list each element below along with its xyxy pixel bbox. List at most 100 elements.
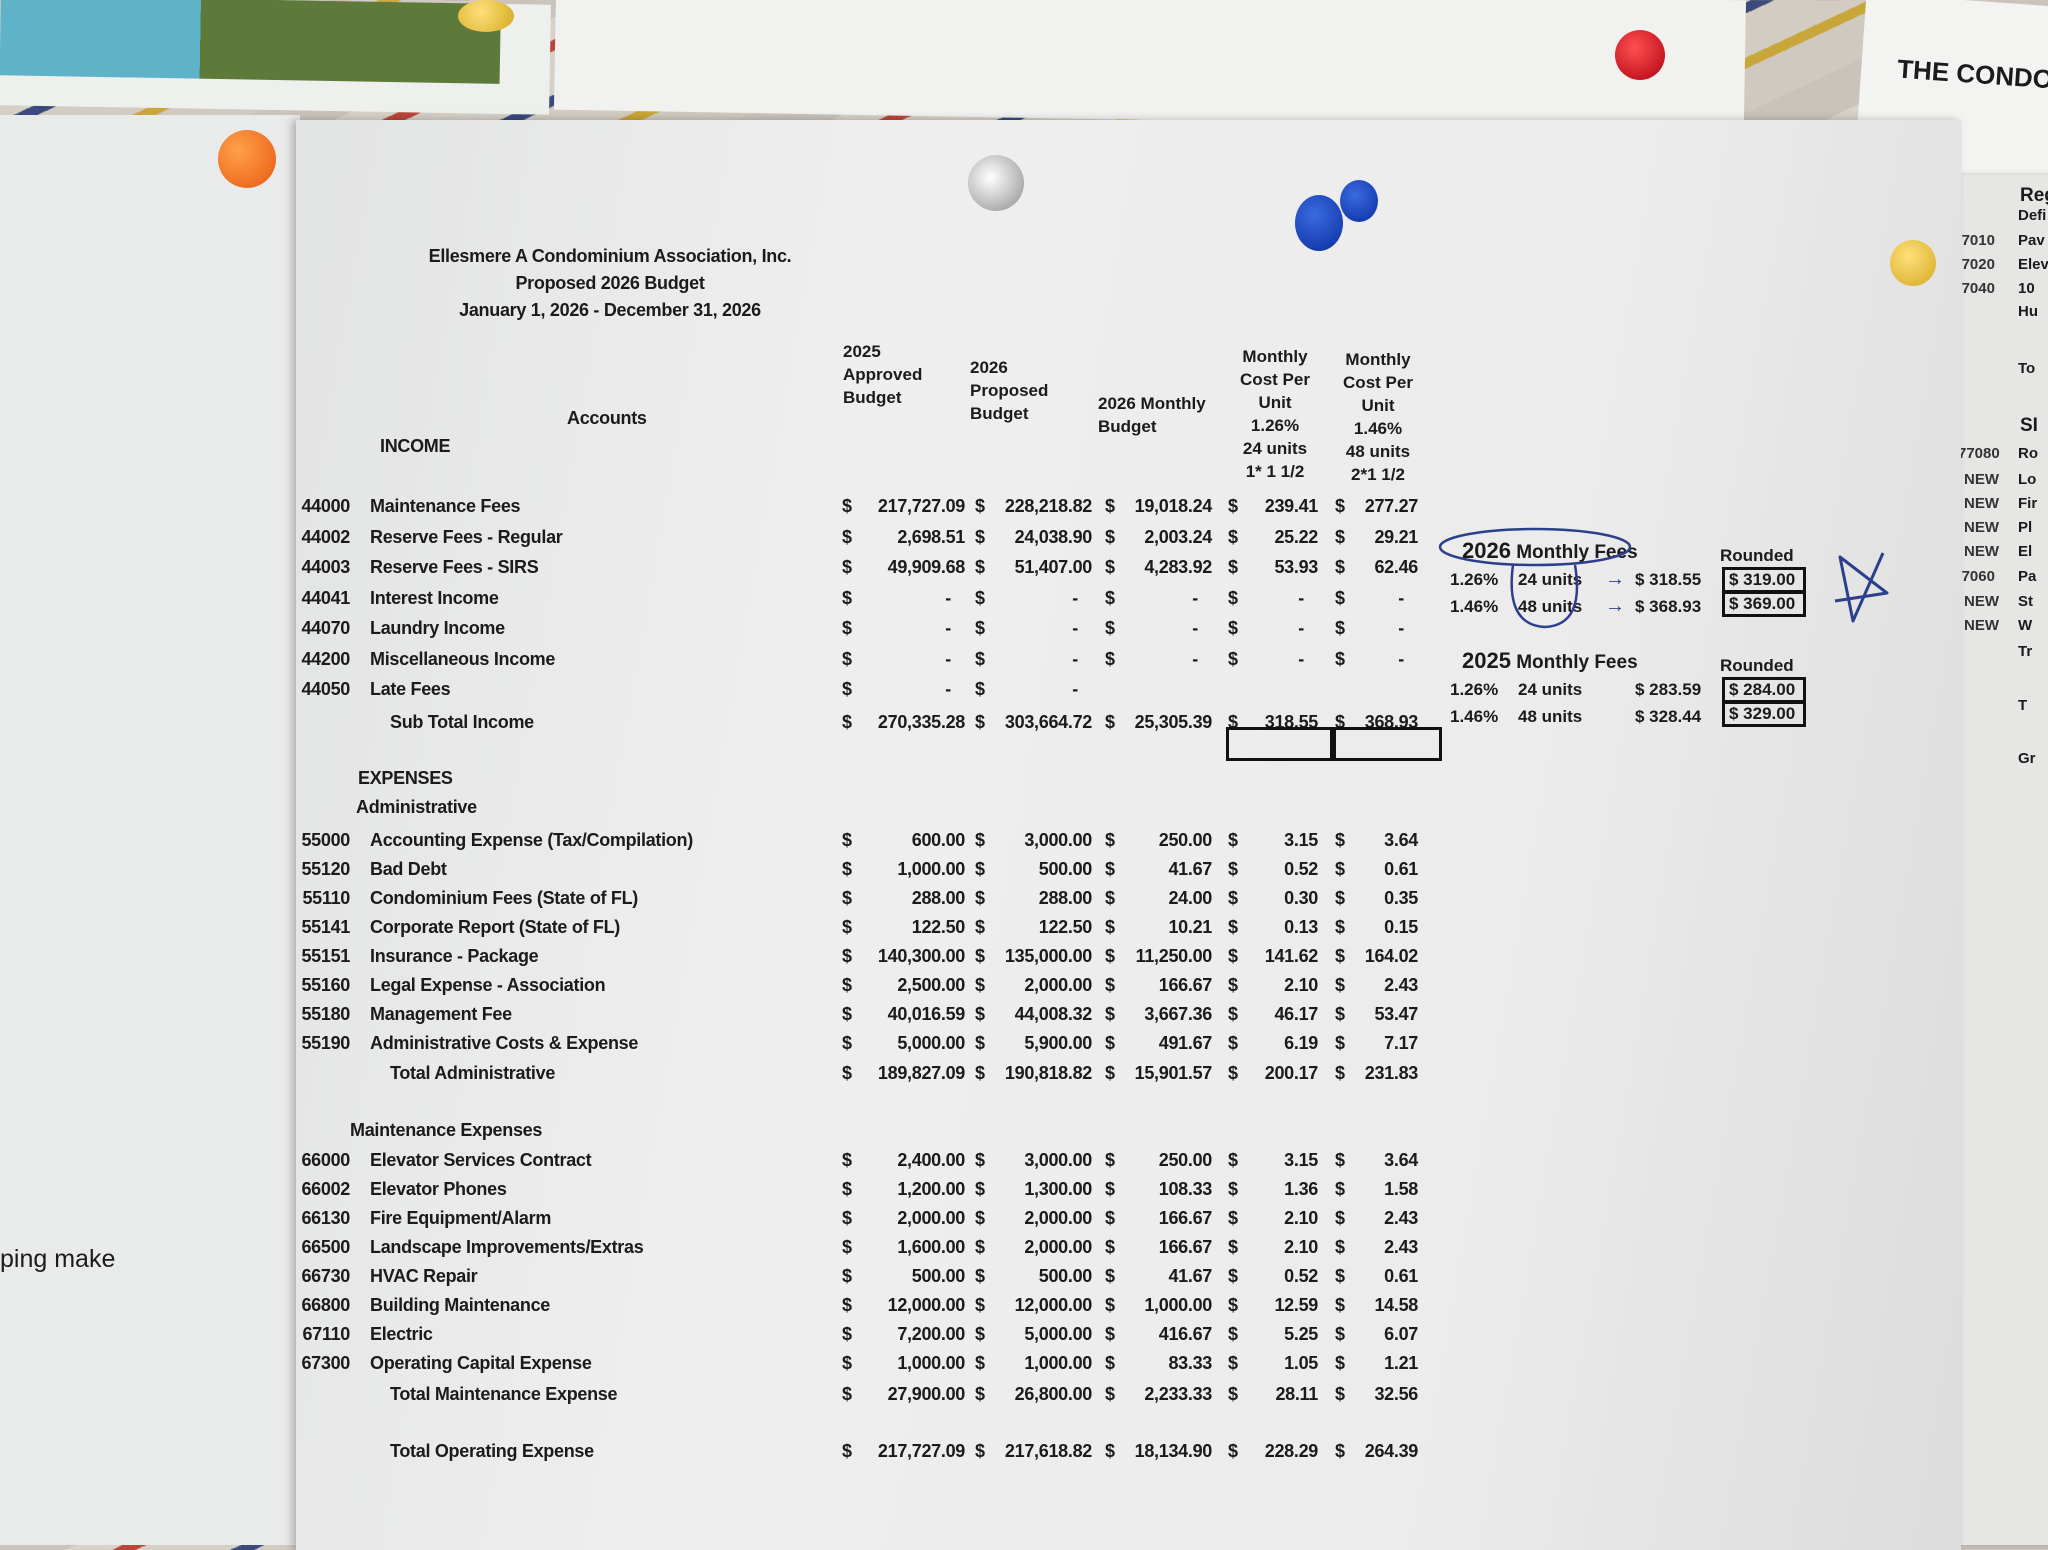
currency-symbol: $ bbox=[1105, 648, 1115, 669]
right-sheet-text: Gr bbox=[2018, 750, 2036, 767]
amount: - bbox=[1192, 618, 1198, 638]
currency-symbol: $ bbox=[1335, 1324, 1345, 1344]
amount: 108.33 bbox=[1158, 1179, 1213, 1199]
column-header: Monthly Cost Per Unit 1.46% 48 units 2*1 1/2 bbox=[1338, 348, 1418, 486]
currency-symbol: $ bbox=[1228, 1441, 1238, 1461]
amount: 24,038.90 bbox=[1014, 526, 1093, 547]
right-sheet-text: To bbox=[2018, 360, 2036, 377]
amount: 2,698.51 bbox=[897, 526, 965, 547]
right-sheet-text: Hu bbox=[2018, 303, 2038, 320]
amount: 500.00 bbox=[1038, 1266, 1093, 1286]
column-header-line: 2026 Monthly bbox=[1098, 394, 1206, 413]
account-name: Late Fees bbox=[370, 679, 451, 699]
amount: 83.33 bbox=[1168, 1353, 1212, 1373]
amount: 25,305.39 bbox=[1134, 712, 1213, 732]
fee-amount: $ 318.55 bbox=[1635, 570, 1702, 589]
currency-symbol: $ bbox=[1228, 526, 1238, 547]
amount: 416.67 bbox=[1158, 1324, 1213, 1344]
currency-symbol: $ bbox=[842, 1237, 852, 1257]
amount: 5,000.00 bbox=[897, 1033, 965, 1053]
currency-symbol: $ bbox=[842, 1384, 852, 1404]
administrative-row: 55000 Accounting Expense (Tax/Compilation… bbox=[280, 830, 1430, 858]
account-name: Corporate Report (State of FL) bbox=[370, 917, 620, 937]
income-row: 44003 Reserve Fees - SIRS $49,909.68 $51,40… bbox=[280, 557, 1430, 585]
currency-symbol: $ bbox=[1105, 496, 1115, 516]
currency-symbol: $ bbox=[975, 1441, 985, 1461]
amount: 51,407.00 bbox=[1014, 557, 1093, 577]
account-code: 66130 bbox=[301, 1208, 350, 1228]
amount: 1,000.00 bbox=[1144, 1295, 1212, 1315]
amount: - bbox=[945, 679, 951, 699]
amount: - bbox=[945, 618, 951, 638]
right-sheet-text: Defi bbox=[2018, 207, 2047, 224]
amount: 53.47 bbox=[1374, 1004, 1418, 1024]
maintenance-row: 66130 Fire Equipment/Alarm $2,000.00 $2,000… bbox=[280, 1208, 1430, 1236]
amount: 166.67 bbox=[1158, 1208, 1213, 1228]
column-header-line: Budget bbox=[970, 404, 1029, 423]
amount: 14.58 bbox=[1374, 1295, 1418, 1315]
red-pushpin bbox=[1615, 30, 1665, 80]
currency-symbol: $ bbox=[842, 587, 852, 608]
currency-symbol: $ bbox=[842, 557, 852, 577]
column-header-line: 1* 1 1/2 bbox=[1245, 462, 1305, 481]
amount: 1,600.00 bbox=[897, 1237, 965, 1257]
amount: 12.59 bbox=[1274, 1295, 1318, 1315]
amount: - bbox=[1072, 587, 1078, 608]
amount: 6.19 bbox=[1284, 1033, 1318, 1053]
currency-symbol: $ bbox=[975, 1150, 985, 1170]
amount: 4,283.92 bbox=[1144, 557, 1212, 577]
amount: 3.64 bbox=[1384, 1150, 1418, 1170]
right-sheet: RegDefi '7010 Pav '7020 Elev '7040 10 Hu To SI 770… bbox=[1958, 175, 2048, 1545]
currency-symbol: $ bbox=[1228, 1179, 1238, 1199]
currency-symbol: $ bbox=[1335, 888, 1345, 908]
amount: 164.02 bbox=[1364, 946, 1419, 966]
amount: 2,000.00 bbox=[1024, 1237, 1092, 1257]
fee-units: 24 units bbox=[1518, 680, 1583, 699]
amount: 239.41 bbox=[1264, 496, 1319, 516]
fees-2025-year: 2025 bbox=[1462, 648, 1511, 673]
amount: 27,900.00 bbox=[887, 1384, 966, 1404]
amount: 122.50 bbox=[911, 917, 966, 937]
amount: - bbox=[1072, 618, 1078, 638]
currency-symbol: $ bbox=[975, 975, 985, 995]
currency-symbol: $ bbox=[842, 1441, 852, 1461]
background-note bbox=[553, 0, 1747, 131]
currency-symbol: $ bbox=[1105, 587, 1115, 608]
amount: 49,909.68 bbox=[887, 557, 966, 577]
amount: 1,000.00 bbox=[897, 859, 965, 879]
account-name: Condominium Fees (State of FL) bbox=[370, 888, 638, 908]
amount: 122.50 bbox=[1038, 917, 1093, 937]
currency-symbol: $ bbox=[975, 496, 985, 516]
currency-symbol: $ bbox=[842, 830, 852, 850]
currency-symbol: $ bbox=[1335, 1441, 1345, 1461]
amount: 2,233.33 bbox=[1144, 1384, 1212, 1404]
right-sheet-code: '7060 bbox=[1958, 568, 1995, 585]
account-code: 55110 bbox=[302, 888, 350, 908]
maintenance-row: 66002 Elevator Phones $1,200.00 $1,300.00 $1… bbox=[280, 1179, 1430, 1207]
budget-sheet bbox=[296, 120, 1961, 1550]
currency-symbol: $ bbox=[1105, 946, 1115, 966]
amount: 6.07 bbox=[1384, 1324, 1418, 1344]
account-code: 44000 bbox=[301, 496, 350, 516]
amount: 250.00 bbox=[1158, 1150, 1213, 1170]
currency-symbol: $ bbox=[975, 1384, 985, 1404]
account-code: 66500 bbox=[301, 1237, 350, 1257]
maintenance-row: 67110 Electric $7,200.00 $5,000.00 $416.67 $5… bbox=[280, 1324, 1430, 1352]
account-name: Reserve Fees - Regular bbox=[370, 526, 563, 547]
account-code: 55151 bbox=[301, 946, 350, 966]
currency-symbol: $ bbox=[842, 1063, 852, 1083]
orange-pushpin bbox=[218, 130, 276, 188]
currency-symbol: $ bbox=[1228, 712, 1238, 732]
right-sheet-code: '7020 bbox=[1958, 256, 1995, 273]
amount: 217,618.82 bbox=[1004, 1441, 1092, 1461]
arrow-icon: → bbox=[1605, 595, 1625, 617]
amount: 3,000.00 bbox=[1024, 1150, 1092, 1170]
amount: 0.35 bbox=[1384, 888, 1418, 908]
currency-symbol: $ bbox=[1105, 526, 1115, 547]
amount: 2.43 bbox=[1384, 1237, 1418, 1257]
account-code: 44002 bbox=[301, 526, 350, 547]
right-sheet-code: NEW bbox=[1964, 543, 1999, 560]
fees-2025-rounded-label: Rounded bbox=[1720, 656, 1794, 675]
currency-symbol: $ bbox=[1228, 618, 1238, 638]
fee-percent: 1.46% bbox=[1450, 597, 1499, 616]
